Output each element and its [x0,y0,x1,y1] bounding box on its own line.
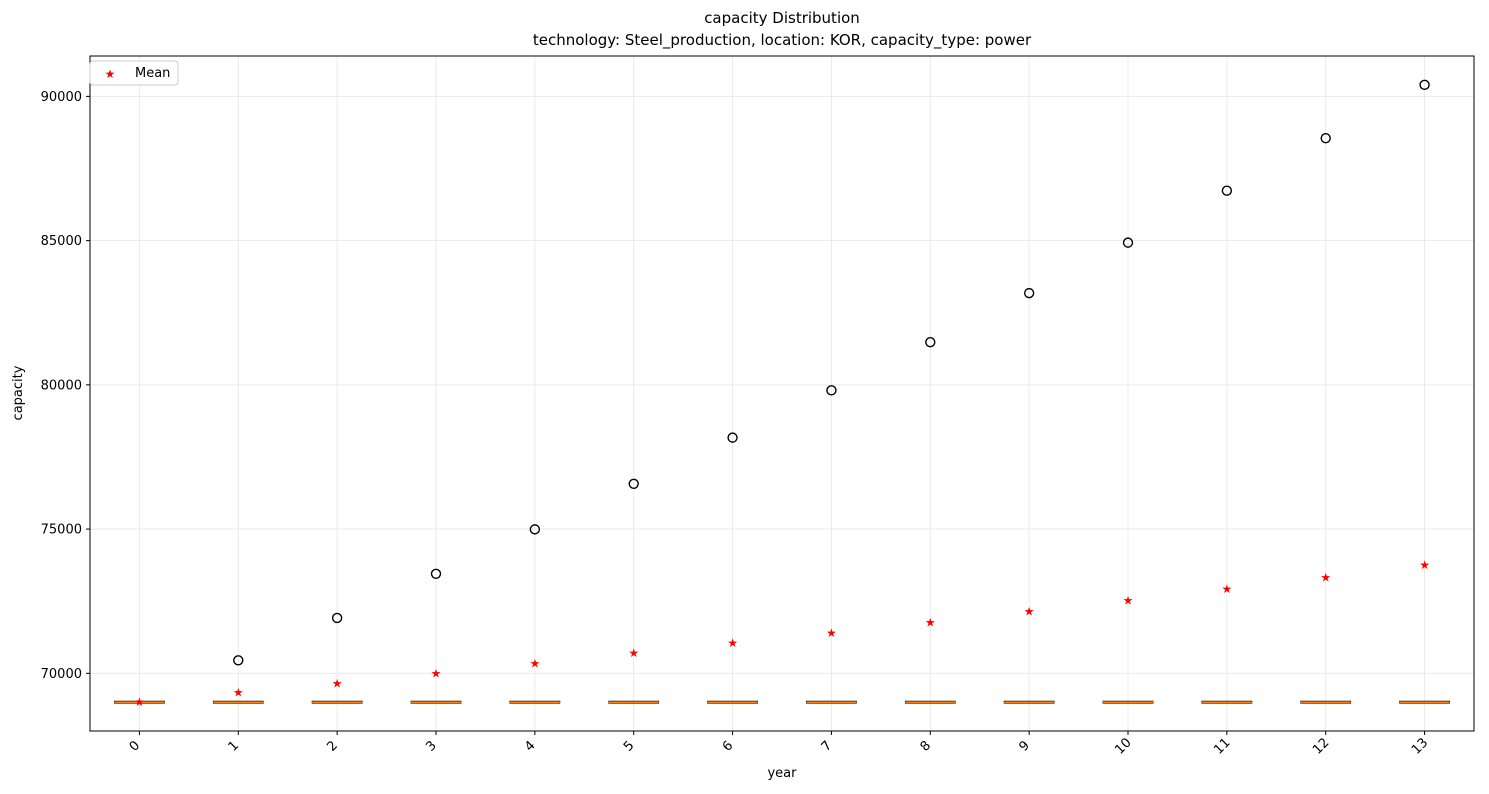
mean-point: ★ [1320,570,1331,584]
mean-point: ★ [1123,593,1134,607]
outlier-point [628,478,639,489]
mean-point: ★ [1221,582,1232,596]
y-ticks: 70000 75000 80000 85000 90000 [41,90,90,682]
mean-point: ★ [727,636,738,650]
outlier-point [925,336,936,348]
mean-point: ★ [134,695,145,709]
x-tick-label: 1 [226,738,242,754]
outlier-point [1023,287,1035,299]
legend-mean-label: Mean [135,66,170,81]
y-axis-label: capacity [11,365,26,420]
mean-point: ★ [1024,604,1035,618]
outlier-point [1221,185,1233,196]
outlier-point [529,524,541,535]
legend-mean-marker: ★ [105,67,116,81]
x-tick-label: 13 [1409,735,1431,757]
x-tick-label: 3 [423,738,439,754]
outlier-point [1122,237,1134,248]
x-axis-label: year [767,766,797,781]
outlier-point [331,612,343,624]
outlier-point [1419,79,1430,91]
x-tick-label: 6 [720,738,736,754]
mean-point: ★ [628,646,639,660]
x-tick-label: 9 [1016,738,1032,754]
box-layer [114,700,1450,704]
x-tick-label: 8 [918,738,934,754]
mean-point: ★ [431,666,442,680]
mean-point: ★ [925,615,936,629]
outlier-point [430,568,442,579]
grid-layer [90,56,1474,731]
mean-point: ★ [826,626,837,640]
x-ticks: 0 1 2 3 4 5 6 7 8 9 10 11 12 13 [127,731,1431,758]
mean-point: ★ [332,676,343,690]
mean-point: ★ [529,657,540,671]
outlier-point [727,432,738,443]
x-tick-label: 12 [1310,735,1332,757]
y-tick-label: 90000 [41,90,82,105]
chart-title: capacity Distribution [704,9,860,27]
outlier-point [233,655,244,666]
x-tick-label: 4 [522,738,538,754]
x-tick-label: 7 [819,738,835,754]
x-tick-label: 10 [1112,735,1134,757]
mean-point: ★ [1419,558,1430,572]
chart-subtitle: technology: Steel_production, location: … [533,31,1032,50]
y-tick-label: 80000 [41,378,82,393]
x-tick-label: 5 [621,738,637,754]
outlier-point [1320,133,1331,144]
outlier-point [826,385,837,396]
outlier-layer [233,79,1430,666]
x-tick-label: 2 [324,738,340,754]
plot-frame [89,55,1475,732]
y-tick-label: 75000 [41,523,82,538]
y-tick-label: 70000 [41,667,82,682]
mean-layer: ★ ★ ★ ★ ★ ★ ★ ★ ★ ★ ★ ★ ★ ★ [134,558,1430,709]
legend-frame [89,60,179,86]
legend: ★ Mean [89,60,179,86]
mean-point: ★ [233,686,244,700]
y-tick-label: 85000 [41,234,82,249]
x-tick-label: 11 [1211,735,1233,757]
x-tick-label: 0 [127,738,143,754]
